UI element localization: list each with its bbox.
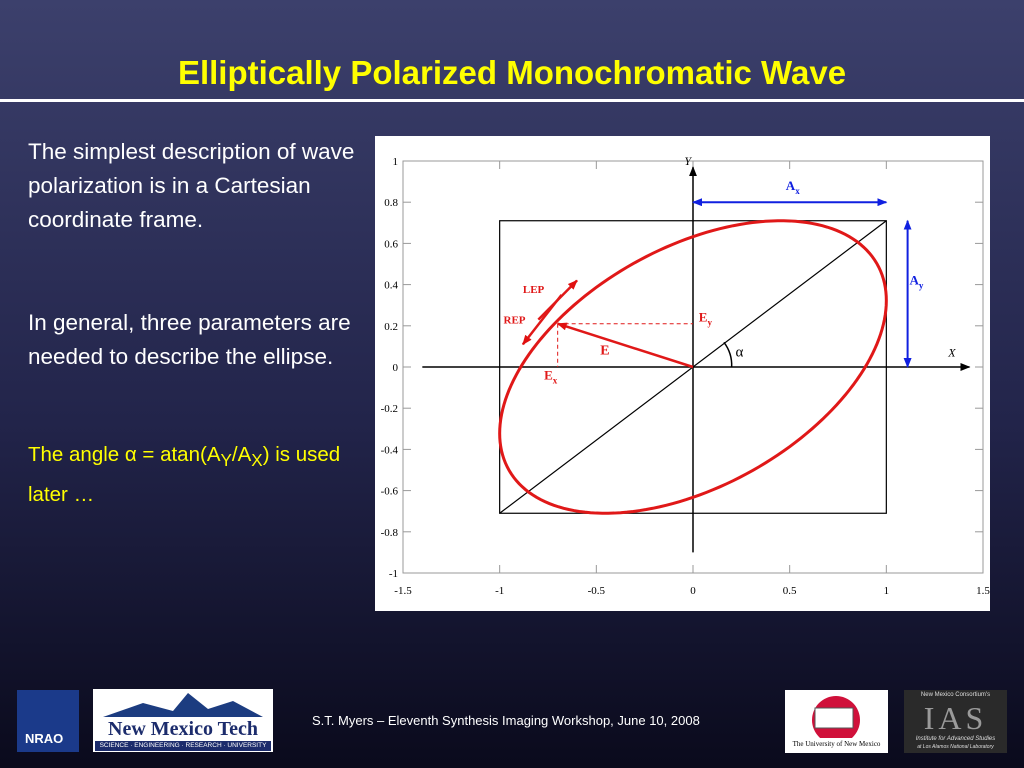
unm-logo: The University of New Mexico — [785, 690, 888, 753]
note-text: ) is used later … — [28, 443, 341, 507]
logo-text: IAS — [923, 700, 988, 736]
e-label: E — [600, 344, 609, 359]
figure: -1.5 -1 -0.5 0 0.5 1 1.5 -1 -0.8 -0.6 -0.4 -0.2 0 0.2… — [375, 136, 990, 611]
logo-text: New Mexico Tech — [108, 718, 258, 740]
x-tick-label: 0.5 — [783, 585, 797, 597]
y-axis-label: Y — [684, 154, 692, 168]
y-tick-label: 1 — [393, 156, 399, 168]
note-text: Y — [220, 451, 232, 471]
mountains — [103, 693, 263, 717]
x-tick-label: 1.5 — [976, 585, 990, 597]
annotation-text: E — [699, 310, 708, 325]
annotation-subscript: x — [553, 375, 558, 385]
nrao-logo: NRAO — [17, 690, 79, 752]
y-tick-label: -0.2 — [381, 403, 398, 415]
paragraph: In general, three parameters are needed … — [28, 310, 351, 369]
alpha-arc — [723, 341, 733, 368]
annotation-subscript: x — [795, 186, 800, 196]
rep-arrow — [521, 294, 563, 346]
annotation: Ax — [786, 178, 800, 196]
unm-mark — [812, 696, 860, 738]
x-tick-label: -1.5 — [394, 585, 412, 597]
note-text: The angle — [28, 443, 125, 466]
x-tick-label: -1 — [495, 585, 504, 597]
y-tick-label: -0.8 — [381, 527, 399, 539]
y-tick-label: 0.2 — [384, 321, 398, 333]
annotation-subscript: y — [919, 281, 924, 291]
note-text: /A — [231, 443, 252, 466]
logo-text: Institute for Advanced Studies — [915, 736, 996, 742]
y-tick-label: -1 — [389, 568, 398, 580]
y-tick-label: 0.4 — [384, 280, 398, 292]
annotation: Ay — [910, 273, 924, 291]
annotation-text: A — [910, 273, 920, 288]
e-vector — [556, 322, 694, 369]
annotation-text: A — [786, 178, 796, 193]
note-text: X — [251, 451, 263, 471]
annotation-text: E — [544, 367, 553, 382]
y-tick-label: 0.8 — [384, 197, 398, 209]
y-tick-label: -0.4 — [381, 444, 399, 456]
ias-logo: New Mexico Consortium's IAS Institute fo… — [904, 690, 1007, 753]
ellipse — [498, 219, 888, 515]
y-tick-label: 0 — [393, 362, 399, 374]
title-rule — [0, 99, 1024, 102]
annotation-subscript: y — [707, 318, 712, 328]
logo-text: at Los Alamos National Laboratory — [917, 744, 994, 750]
x-tick-label: 0 — [690, 585, 696, 597]
x-tick-label: 1 — [884, 585, 890, 597]
note: The angle α = atan(AY/AX) is used later … — [28, 438, 363, 512]
note-text: α = atan(A — [124, 443, 221, 466]
logo-text: The University of New Mexico — [792, 740, 881, 748]
alpha-label: α — [736, 345, 744, 361]
annotation: Ey — [699, 310, 713, 328]
logo-text: NRAO — [25, 731, 64, 746]
rep-label: REP — [504, 315, 526, 327]
paragraph: The simplest description of wave polariz… — [28, 139, 355, 232]
x-axis-label: X — [947, 346, 956, 360]
x-tick-label: -0.5 — [588, 585, 606, 597]
lep-label: LEP — [523, 284, 545, 296]
y-tick-label: 0.6 — [384, 238, 398, 250]
footer: S.T. Myers – Eleventh Synthesis Imaging … — [312, 713, 700, 728]
y-tick-label: -0.6 — [381, 486, 399, 498]
slide-title: Elliptically Polarized Monochromatic Wav… — [177, 54, 847, 91]
annotation: Ex — [544, 367, 558, 385]
nmt-logo: New Mexico Tech SCIENCE · ENGINEERING · … — [93, 689, 273, 752]
logo-text: New Mexico Consortium's — [920, 692, 991, 698]
logo-text: SCIENCE · ENGINEERING · RESEARCH · UNIVE… — [95, 741, 271, 751]
